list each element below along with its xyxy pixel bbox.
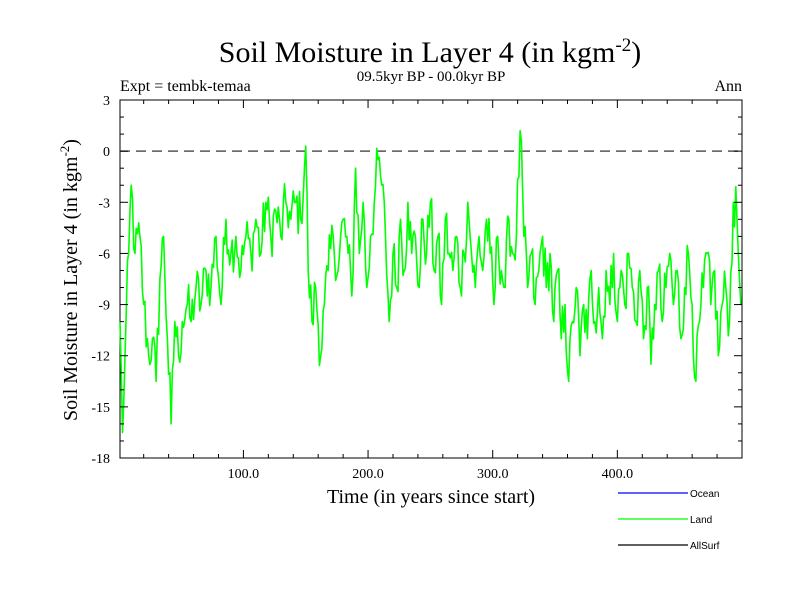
legend-label-land: Land (690, 515, 712, 526)
legend: Ocean Land AllSurf (618, 489, 720, 552)
x-tick-label: 100.0 (228, 467, 260, 482)
x-axis-label: Time (in years since start) (327, 486, 535, 508)
y-axis-label: Soil Moisture in Layer 4 (in kgm-2) (57, 139, 82, 421)
legend-label-ocean: Ocean (690, 489, 719, 500)
y-tick-label: -6 (98, 247, 110, 262)
series-line-land (119, 129, 742, 434)
chart-title: Soil Moisture in Layer 4 (in kgm-2) (219, 35, 641, 69)
y-tick-label: -9 (98, 299, 110, 314)
season-label: Ann (714, 78, 742, 95)
x-tick-label: 300.0 (477, 467, 509, 482)
chart-subtitle: 09.5kyr BP - 00.0kyr BP (357, 69, 506, 85)
y-tick-label: -3 (98, 196, 110, 211)
y-tick-label: -12 (91, 350, 110, 365)
x-tick-label: 200.0 (352, 467, 384, 482)
y-tick-label: -15 (91, 401, 110, 416)
expt-label: Expt = tembk-temaa (120, 78, 251, 95)
series-group (119, 129, 742, 434)
plot-frame (119, 99, 743, 459)
x-tick-label: 400.0 (602, 467, 634, 482)
y-tick-label: -18 (91, 452, 110, 467)
y-tick-label: 0 (103, 145, 110, 160)
y-tick-label: 3 (103, 94, 110, 109)
ticks-group: 3 0 -3 -6 -9 -12 -15 -18 100.0 200.0 300.0 400.0 (91, 94, 742, 482)
legend-label-allsurf: AllSurf (690, 541, 720, 552)
